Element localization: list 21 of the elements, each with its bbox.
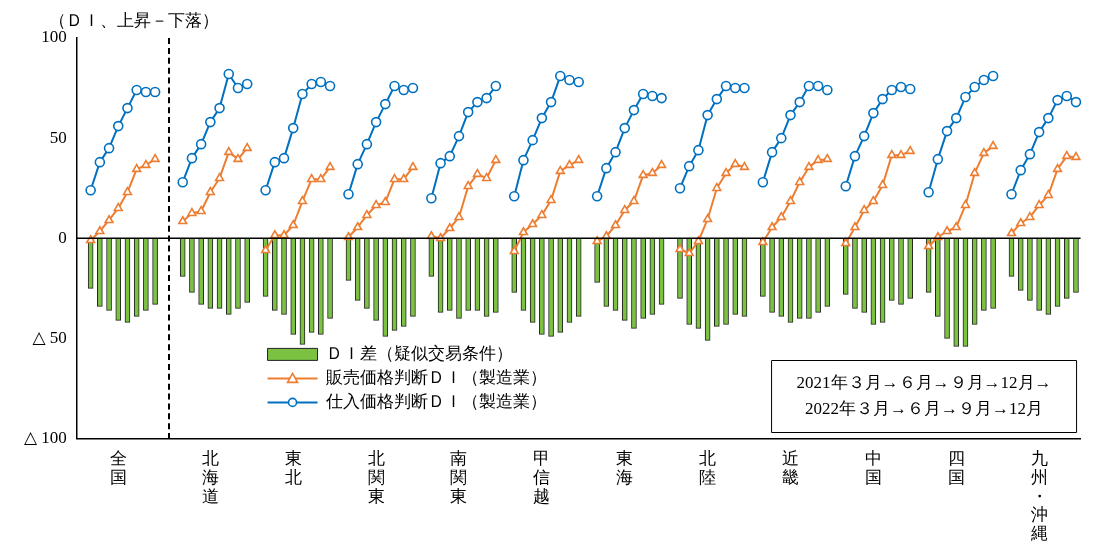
x-tick-label: 近畿 bbox=[782, 449, 799, 488]
y-axis-title: （ＤＩ、上昇－下落） bbox=[48, 10, 219, 30]
y-tick-label: 50 bbox=[49, 127, 67, 147]
y-tick-label: △ 50 bbox=[32, 327, 67, 347]
y-tick-label: 0 bbox=[58, 227, 67, 247]
x-tick-label: 全国 bbox=[109, 449, 127, 488]
x-tick-label: 北海道 bbox=[201, 449, 219, 506]
y-tick-label: △ 100 bbox=[24, 427, 67, 447]
legend-label: 仕入価格判断ＤＩ（製造業） bbox=[324, 391, 547, 411]
x-tick-label: 東北 bbox=[284, 449, 302, 488]
legend-label: 販売価格判断ＤＩ（製造業） bbox=[325, 367, 547, 387]
x-tick-label: 北関東 bbox=[367, 449, 385, 506]
x-tick-label: 東海 bbox=[616, 449, 634, 488]
x-tick-label: 九州・沖縄 bbox=[1029, 449, 1048, 544]
legend-label: ＤＩ差（疑似交易条件） bbox=[325, 343, 513, 363]
annotation: 2021年３月→６月→９月→12月→ 2022年３月→６月→９月→12月 bbox=[796, 372, 1052, 418]
x-tick-label: 北陸 bbox=[699, 449, 717, 488]
x-tick-label: 四国 bbox=[947, 449, 965, 488]
x-tick-label: 南関東 bbox=[450, 449, 468, 506]
x-tick-label: 中国 bbox=[864, 449, 882, 488]
x-tick-label: 甲信越 bbox=[533, 449, 551, 506]
